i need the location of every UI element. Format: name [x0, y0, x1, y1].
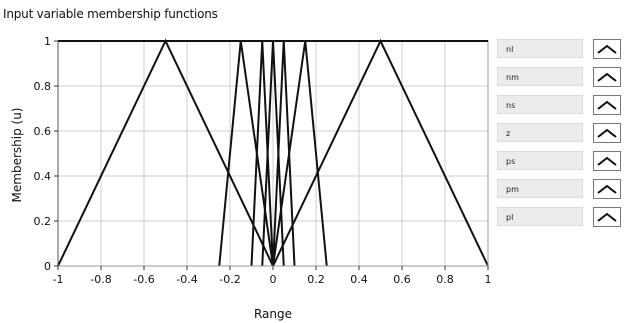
- y-tick-label: 0: [44, 260, 51, 273]
- x-tick-label: -0.8: [90, 273, 111, 286]
- triangle-shape-icon: [597, 128, 617, 138]
- membership-curve-pm: [272, 40, 328, 267]
- membership-curve-ns: [250, 40, 274, 267]
- legend-plot-style-button[interactable]: [593, 39, 621, 59]
- legend-label: nl: [497, 39, 583, 58]
- legend-item-ps: ps: [497, 151, 625, 172]
- legend-label: ps: [497, 151, 583, 170]
- x-axis-label: Range: [254, 307, 292, 321]
- legend-label: nm: [497, 67, 583, 86]
- x-tick-label: 0.6: [393, 273, 411, 286]
- y-tick-label: 0.8: [34, 80, 52, 93]
- chart-title: Input variable membership functions: [3, 7, 218, 21]
- legend-label: z: [497, 123, 583, 142]
- legend-item-pl: pl: [497, 207, 625, 228]
- membership-curve-nl: [57, 38, 274, 267]
- triangle-shape-icon: [597, 156, 617, 166]
- y-axis-label: Membership (u): [10, 108, 24, 203]
- legend-plot-style-button[interactable]: [593, 95, 621, 115]
- membership-curve-ps: [272, 40, 296, 267]
- triangle-shape-icon: [597, 184, 617, 194]
- triangle-shape-icon: [597, 212, 617, 222]
- legend-item-pm: pm: [497, 179, 625, 200]
- x-tick-label: 0.8: [436, 273, 454, 286]
- legend-plot-style-button[interactable]: [593, 67, 621, 87]
- y-tick-label: 0.2: [34, 215, 52, 228]
- triangle-shape-icon: [597, 100, 617, 110]
- legend-plot-style-button[interactable]: [593, 207, 621, 227]
- x-tick-label: -0.6: [133, 273, 154, 286]
- legend-item-nm: nm: [497, 67, 625, 88]
- y-tick-label: 0.6: [34, 125, 52, 138]
- legend-label: pm: [497, 179, 583, 198]
- membership-curve-pl: [272, 38, 489, 267]
- x-tick-label: 0.4: [350, 273, 368, 286]
- legend-item-ns: ns: [497, 95, 625, 116]
- triangle-shape-icon: [597, 44, 617, 54]
- x-tick-label: -1: [53, 273, 64, 286]
- membership-curve-nm: [218, 40, 274, 267]
- tick-labels: -1 -0.8 -0.6 -0.4 -0.2 0 0.2 0.4 0.6 0.8 1 0 0.2 0.4 0…: [34, 35, 492, 286]
- triangle-shape-icon: [597, 72, 617, 82]
- legend-plot-style-button[interactable]: [593, 151, 621, 171]
- legend: nl nm ns z ps pm pl: [497, 39, 625, 235]
- legend-plot-style-button[interactable]: [593, 179, 621, 199]
- legend-item-z: z: [497, 123, 625, 144]
- legend-plot-style-button[interactable]: [593, 123, 621, 143]
- y-tick-label: 0.4: [34, 170, 52, 183]
- legend-label: pl: [497, 207, 583, 226]
- x-tick-label: 0.2: [307, 273, 325, 286]
- legend-item-nl: nl: [497, 39, 625, 60]
- x-tick-label: 0: [270, 273, 277, 286]
- x-tick-label: -0.4: [176, 273, 197, 286]
- legend-label: ns: [497, 95, 583, 114]
- x-tick-label: 1: [485, 273, 492, 286]
- grid-lines: [57, 40, 489, 267]
- y-tick-label: 1: [44, 35, 51, 48]
- x-tick-label: -0.2: [219, 273, 240, 286]
